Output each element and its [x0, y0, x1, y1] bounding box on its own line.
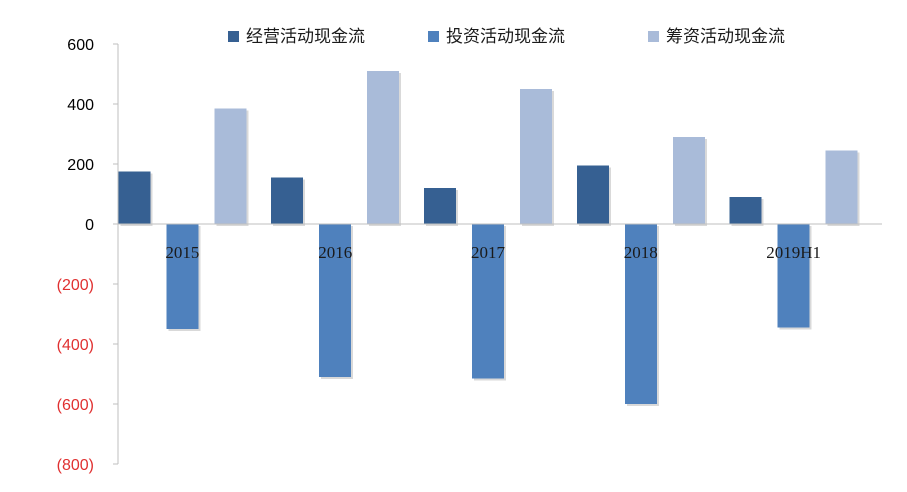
x-axis-categories: 2015 2016 2017 2018 2019H1	[165, 243, 821, 262]
bar-1-2018	[624, 224, 657, 404]
bar-0-2017	[424, 188, 456, 224]
bar-2-2017	[520, 89, 552, 224]
y-tick-label: (800)	[57, 457, 94, 474]
x-category-label: 2019H1	[766, 243, 821, 262]
x-category-label: 2015	[165, 243, 199, 262]
legend-label: 投资活动现金流	[446, 27, 565, 47]
x-category-label: 2018	[624, 243, 658, 262]
bar-2-2016	[367, 71, 400, 224]
y-tick-label: (400)	[57, 337, 94, 354]
bar-0-2016	[271, 177, 304, 224]
y-tick-label: (200)	[57, 277, 94, 294]
bar-1-2019H1	[777, 224, 810, 328]
y-tick-label: 0	[85, 217, 94, 234]
y-tick-label: 400	[67, 97, 94, 114]
legend-label: 经营活动现金流	[246, 27, 365, 47]
bar-2-2015	[214, 108, 247, 224]
bar-2-2018	[672, 137, 705, 224]
chart-legend: 经营活动现金流 投资活动现金流 筹资活动现金流	[228, 27, 785, 47]
x-category-label: 2016	[318, 243, 352, 262]
y-tick-label: (600)	[57, 397, 94, 414]
bar-2-2019H1	[825, 150, 858, 224]
y-axis-ticks: 600 400 200 0 (200) (400) (600) (800)	[57, 37, 118, 474]
bar-1-2016	[319, 224, 352, 377]
y-tick-label: 600	[67, 37, 94, 54]
legend-swatch	[228, 31, 239, 42]
bar-0-2018	[576, 165, 609, 224]
legend-swatch	[428, 31, 439, 42]
x-category-label: 2017	[471, 243, 506, 262]
bar-0-2015	[118, 171, 151, 224]
legend-label: 筹资活动现金流	[666, 27, 785, 47]
legend-swatch	[648, 31, 659, 42]
bar-1-2017	[472, 224, 504, 379]
y-tick-label: 200	[67, 157, 94, 174]
bars	[118, 71, 860, 406]
bar-0-2019H1	[729, 197, 762, 224]
bar-1-2015	[166, 224, 199, 329]
